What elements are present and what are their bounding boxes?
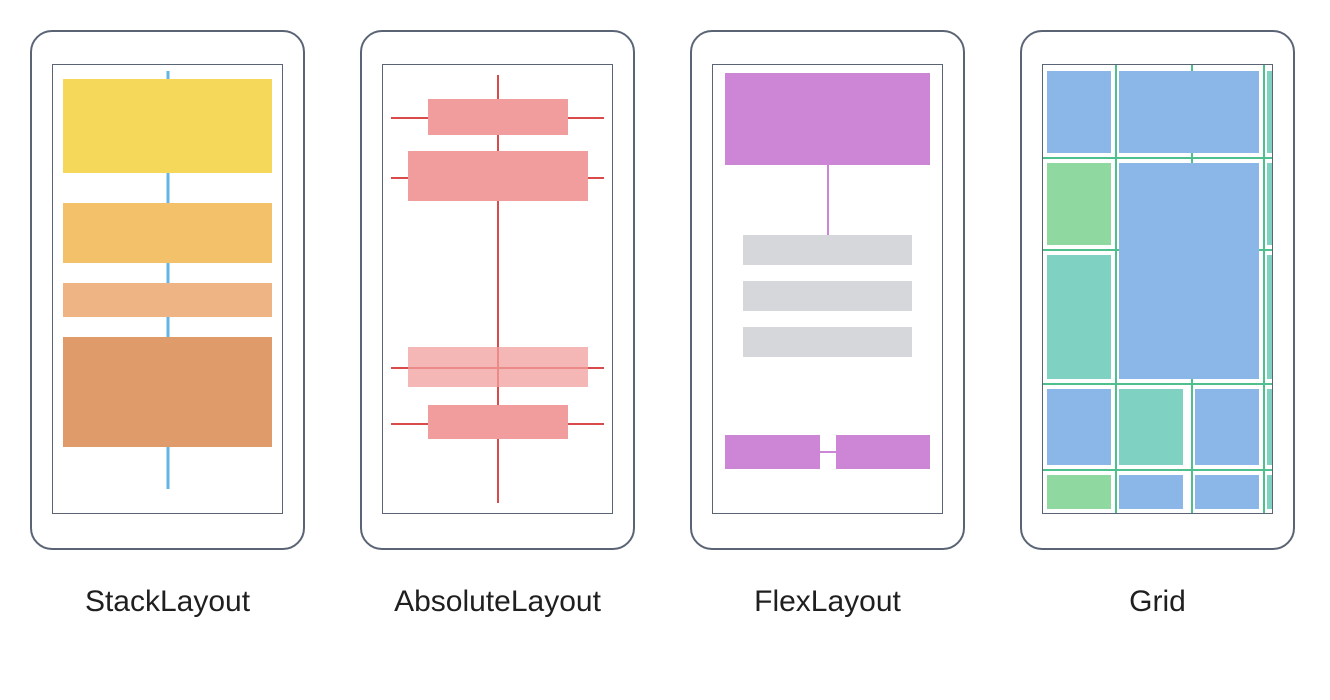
screen-stacklayout bbox=[52, 64, 283, 514]
grid-cell bbox=[1047, 255, 1111, 379]
screen-grid bbox=[1042, 64, 1273, 514]
grid-hline bbox=[1043, 469, 1272, 471]
label-flexlayout: FlexLayout bbox=[690, 585, 965, 619]
label-grid: Grid bbox=[1020, 585, 1295, 619]
grid-cell bbox=[1047, 475, 1111, 509]
abs-box bbox=[428, 405, 568, 439]
grid-cell bbox=[1195, 475, 1259, 509]
stack-inner bbox=[63, 71, 272, 489]
screen-flexlayout bbox=[712, 64, 943, 514]
grid-vline bbox=[1263, 65, 1265, 513]
grid-vline bbox=[1115, 65, 1117, 513]
grid-cell bbox=[1047, 71, 1111, 153]
grid-cell bbox=[1119, 475, 1183, 509]
flex-footer-left bbox=[725, 435, 820, 469]
label-absolutelayout: AbsoluteLayout bbox=[360, 585, 635, 619]
flex-header bbox=[725, 73, 930, 165]
flex-item bbox=[743, 281, 912, 311]
grid-cell bbox=[1119, 163, 1259, 379]
grid-cell bbox=[1119, 389, 1183, 465]
flex-item bbox=[743, 327, 912, 357]
abs-box bbox=[428, 99, 568, 135]
grid-cell bbox=[1267, 475, 1273, 509]
stack-bar bbox=[63, 337, 272, 447]
screen-absolutelayout bbox=[382, 64, 613, 514]
stack-bar bbox=[63, 79, 272, 173]
labels-row: StackLayout AbsoluteLayout FlexLayout Gr… bbox=[30, 585, 1300, 619]
flex-inner bbox=[713, 65, 942, 513]
grid-cell bbox=[1267, 389, 1273, 465]
device-absolutelayout bbox=[360, 30, 635, 550]
flex-item bbox=[743, 235, 912, 265]
grid-cell bbox=[1267, 71, 1273, 153]
stack-bar bbox=[63, 203, 272, 263]
grid-cell bbox=[1195, 389, 1259, 465]
grid-cell bbox=[1047, 389, 1111, 465]
flex-connector bbox=[827, 165, 829, 235]
panels-row bbox=[30, 30, 1300, 550]
stack-bar bbox=[63, 283, 272, 317]
grid-cell bbox=[1119, 71, 1259, 153]
abs-box bbox=[408, 347, 588, 387]
grid-cell bbox=[1267, 163, 1273, 245]
grid-inner bbox=[1043, 65, 1272, 513]
grid-cell bbox=[1267, 255, 1273, 379]
grid-hline bbox=[1043, 383, 1272, 385]
label-stacklayout: StackLayout bbox=[30, 585, 305, 619]
flex-footer-connector bbox=[820, 451, 838, 453]
abs-inner bbox=[383, 65, 612, 513]
grid-hline bbox=[1043, 157, 1272, 159]
grid-cell bbox=[1047, 163, 1111, 245]
device-stacklayout bbox=[30, 30, 305, 550]
device-grid bbox=[1020, 30, 1295, 550]
abs-box bbox=[408, 151, 588, 201]
flex-footer-right bbox=[836, 435, 931, 469]
device-flexlayout bbox=[690, 30, 965, 550]
